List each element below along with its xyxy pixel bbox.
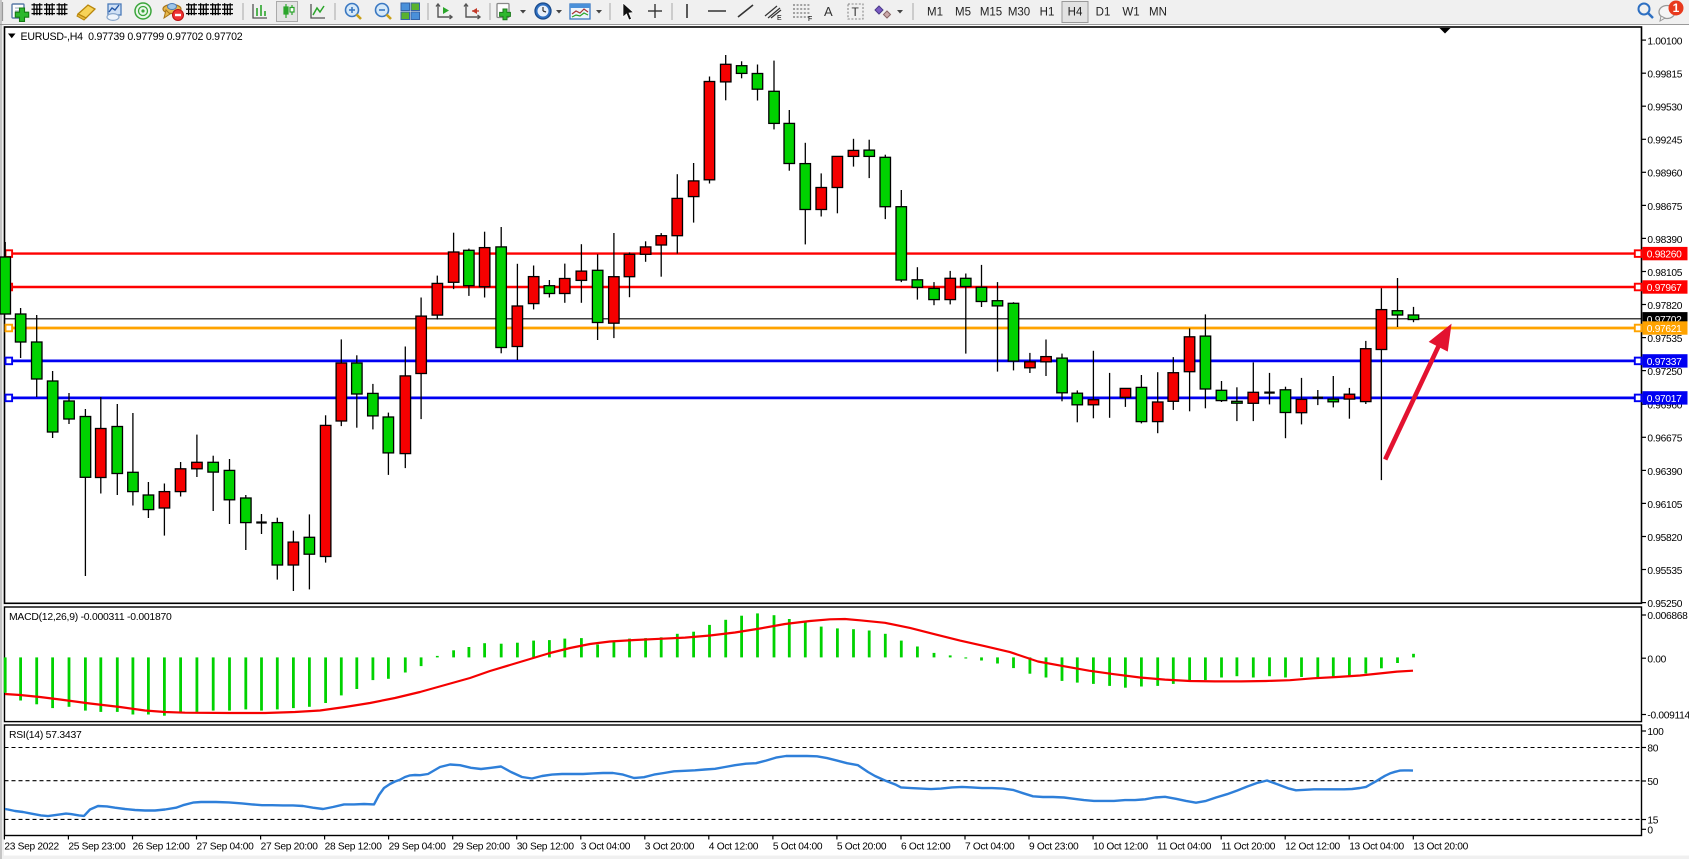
svg-text:0.95250: 0.95250 <box>1647 599 1682 610</box>
svg-text:F: F <box>808 16 812 23</box>
svg-text:M15: M15 <box>980 7 1002 19</box>
svg-text:29 Sep 20:00: 29 Sep 20:00 <box>453 842 511 853</box>
svg-text:0.98260: 0.98260 <box>1647 250 1682 261</box>
svg-text:0.96105: 0.96105 <box>1647 500 1682 511</box>
svg-text:5 Oct 20:00: 5 Oct 20:00 <box>837 842 887 853</box>
svg-text:W1: W1 <box>1122 7 1139 19</box>
svg-text:0.99815: 0.99815 <box>1647 70 1682 81</box>
svg-text:27 Sep 04:00: 27 Sep 04:00 <box>197 842 255 853</box>
svg-text:5 Oct 04:00: 5 Oct 04:00 <box>773 842 823 853</box>
svg-text:0.97535: 0.97535 <box>1647 334 1682 345</box>
svg-text:MACD(12,26,9) -0.000311 -0.001: MACD(12,26,9) -0.000311 -0.001870 <box>9 612 172 623</box>
svg-text:0.95535: 0.95535 <box>1647 566 1682 577</box>
svg-text:M30: M30 <box>1008 7 1030 19</box>
svg-text:0.98675: 0.98675 <box>1647 202 1682 213</box>
svg-text:0.97017: 0.97017 <box>1647 394 1682 405</box>
svg-text:0: 0 <box>1647 826 1653 837</box>
svg-text:0.97967: 0.97967 <box>1647 283 1682 294</box>
svg-text:10 Oct 12:00: 10 Oct 12:00 <box>1093 842 1148 853</box>
svg-text:E: E <box>777 15 782 22</box>
svg-text:0.99530: 0.99530 <box>1647 103 1682 114</box>
svg-text:0.97250: 0.97250 <box>1647 367 1682 378</box>
svg-text:0.97337: 0.97337 <box>1647 357 1682 368</box>
svg-text:RSI(14) 57.3437: RSI(14) 57.3437 <box>9 730 82 741</box>
svg-text:13 Oct 04:00: 13 Oct 04:00 <box>1349 842 1404 853</box>
svg-text:D1: D1 <box>1096 7 1111 19</box>
svg-text:H4: H4 <box>1068 7 1083 19</box>
svg-text:0.006868: 0.006868 <box>1647 611 1688 622</box>
svg-text:11 Oct 20:00: 11 Oct 20:00 <box>1221 842 1276 853</box>
svg-text:3 Oct 20:00: 3 Oct 20:00 <box>645 842 695 853</box>
svg-text:25 Sep 23:00: 25 Sep 23:00 <box>68 842 126 853</box>
svg-text:29 Sep 04:00: 29 Sep 04:00 <box>389 842 447 853</box>
svg-text:3 Oct 04:00: 3 Oct 04:00 <box>581 842 631 853</box>
svg-text:EURUSD-,H4 0.97739 0.97799 0.: EURUSD-,H4 0.97739 0.97799 0.97702 0.977… <box>21 31 243 43</box>
svg-text:H1: H1 <box>1040 7 1055 19</box>
svg-text:M5: M5 <box>955 7 971 19</box>
svg-text:1: 1 <box>1673 1 1680 15</box>
svg-text:0.96960: 0.96960 <box>1647 401 1682 412</box>
svg-text:12 Oct 12:00: 12 Oct 12:00 <box>1285 842 1340 853</box>
svg-text:27 Sep 20:00: 27 Sep 20:00 <box>261 842 319 853</box>
svg-text:0.96390: 0.96390 <box>1647 467 1682 478</box>
svg-text:0.98960: 0.98960 <box>1647 169 1682 180</box>
svg-text:26 Sep 12:00: 26 Sep 12:00 <box>133 842 191 853</box>
svg-text:0.97621: 0.97621 <box>1647 324 1682 335</box>
svg-text:80: 80 <box>1647 744 1658 755</box>
svg-text:-0.009114: -0.009114 <box>1647 711 1689 722</box>
svg-text:MN: MN <box>1149 7 1167 19</box>
svg-text:1.00100: 1.00100 <box>1647 37 1682 48</box>
svg-text:6 Oct 12:00: 6 Oct 12:00 <box>901 842 951 853</box>
svg-text:4 Oct 12:00: 4 Oct 12:00 <box>709 842 759 853</box>
svg-text:A: A <box>824 4 833 19</box>
svg-text:11 Oct 04:00: 11 Oct 04:00 <box>1157 842 1212 853</box>
svg-text:50: 50 <box>1647 777 1658 788</box>
svg-text:0.96675: 0.96675 <box>1647 434 1682 445</box>
svg-text:0.95820: 0.95820 <box>1647 533 1682 544</box>
svg-text:28 Sep 12:00: 28 Sep 12:00 <box>325 842 383 853</box>
svg-text:M1: M1 <box>927 7 943 19</box>
svg-text:0.99245: 0.99245 <box>1647 136 1682 147</box>
svg-text:T: T <box>852 5 860 19</box>
svg-text:0.98105: 0.98105 <box>1647 268 1682 279</box>
svg-text:7 Oct 04:00: 7 Oct 04:00 <box>965 842 1015 853</box>
svg-text:23 Sep 2022: 23 Sep 2022 <box>4 842 59 853</box>
svg-text:100: 100 <box>1647 727 1664 738</box>
svg-text:0.97820: 0.97820 <box>1647 301 1682 312</box>
svg-text:13 Oct 20:00: 13 Oct 20:00 <box>1413 842 1468 853</box>
svg-text:15: 15 <box>1647 816 1658 827</box>
svg-text:30 Sep 12:00: 30 Sep 12:00 <box>517 842 575 853</box>
svg-text:0.98390: 0.98390 <box>1647 235 1682 246</box>
svg-text:9 Oct 23:00: 9 Oct 23:00 <box>1029 842 1079 853</box>
svg-text:0.97702: 0.97702 <box>1647 315 1682 326</box>
svg-text:0.00: 0.00 <box>1647 654 1666 665</box>
